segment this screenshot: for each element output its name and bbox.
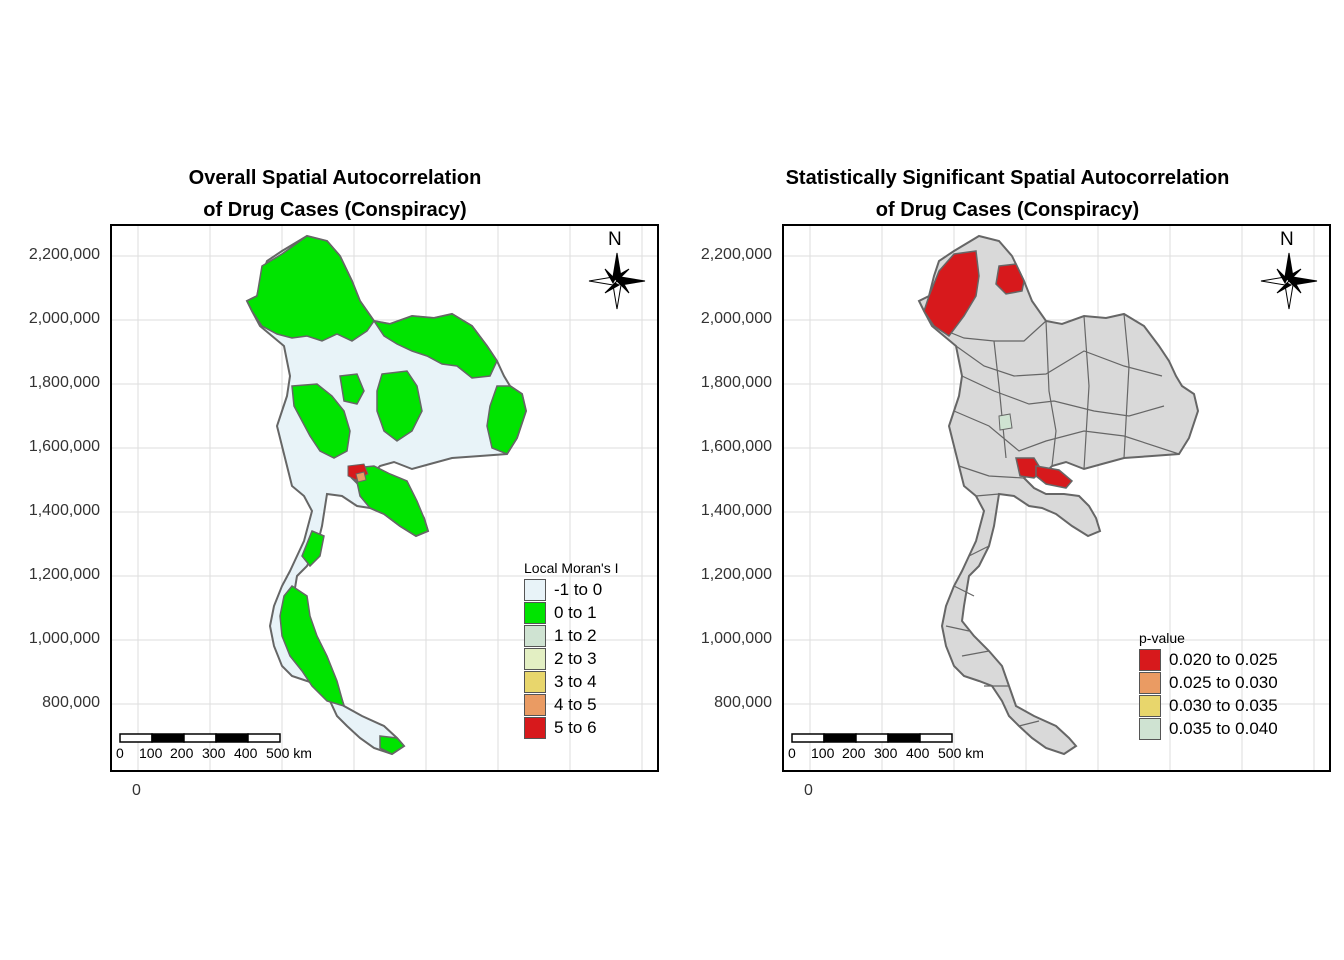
y-tick: 2,000,000: [700, 310, 772, 327]
scale-label: 100: [139, 745, 163, 761]
legend-swatch: [1139, 648, 1161, 671]
significant-regions: [923, 250, 1074, 489]
y-tick: 1,200,000: [700, 566, 772, 583]
legend-item: 4 to 5: [524, 693, 619, 716]
legend-label: 0.035 to 0.040: [1169, 718, 1278, 738]
scale-label: 500 km: [266, 745, 312, 761]
legend-title: p-value: [1139, 630, 1185, 646]
scale-label: 300: [874, 745, 898, 761]
scale-label: 200: [170, 745, 194, 761]
legend-item: -1 to 0: [524, 578, 619, 601]
legend-label: 1 to 2: [554, 625, 597, 645]
legend-swatch: [524, 578, 546, 601]
y-tick: 2,000,000: [28, 310, 100, 327]
legend-item: 0.025 to 0.030: [1139, 671, 1278, 694]
legend-swatch: [524, 601, 546, 624]
scale-label: 500 km: [938, 745, 984, 761]
y-tick: 1,600,000: [28, 438, 100, 455]
legend-label: 0.020 to 0.025: [1169, 649, 1278, 669]
legend-item: 5 to 6: [524, 716, 619, 739]
y-tick: 2,200,000: [28, 246, 100, 263]
left-map: [112, 226, 657, 770]
scale-label: 0: [788, 745, 796, 761]
y-tick: 1,000,000: [28, 630, 100, 647]
y-tick: 1,600,000: [700, 438, 772, 455]
legend-label: 3 to 4: [554, 671, 597, 691]
right-map: [784, 226, 1329, 770]
x-tick: 0: [804, 782, 813, 799]
right-title-line2: of Drug Cases (Conspiracy): [875, 199, 1140, 221]
legend-item: 0 to 1: [524, 601, 619, 624]
legend-item: 0.020 to 0.025: [1139, 648, 1278, 671]
right-legend: p-value 0.020 to 0.025 0.025 to 0.030 0.…: [1139, 630, 1278, 740]
province-borders: [933, 313, 1180, 727]
scale-label: 300: [202, 745, 226, 761]
legend-swatch: [1139, 671, 1161, 694]
scale-label: 400: [906, 745, 930, 761]
y-tick: 1,000,000: [700, 630, 772, 647]
legend-item: 2 to 3: [524, 647, 619, 670]
legend-label: 4 to 5: [554, 694, 597, 714]
north-label: N: [1280, 229, 1294, 250]
legend-item: 0.035 to 0.040: [1139, 717, 1278, 740]
right-title: Statistically Significant Spatial Autoco…: [740, 162, 1275, 226]
y-tick: 1,400,000: [28, 502, 100, 519]
north-label: N: [608, 229, 622, 250]
legend-item: 3 to 4: [524, 670, 619, 693]
left-legend: Local Moran's I -1 to 0 0 to 1 1 to 2 2 …: [524, 560, 619, 739]
legend-label: 0.030 to 0.035: [1169, 695, 1278, 715]
legend-swatch: [1139, 694, 1161, 717]
left-map-frame: N 0 100 200 300 400 500 km Local Moran's…: [110, 224, 659, 772]
right-title-line1: Statistically Significant Spatial Autoco…: [785, 167, 1230, 189]
scale-label: 200: [842, 745, 866, 761]
y-tick: 2,200,000: [700, 246, 772, 263]
scale-bar: [119, 733, 281, 743]
legend-item: 1 to 2: [524, 624, 619, 647]
y-tick: 800,000: [714, 694, 772, 711]
legend-swatch: [524, 670, 546, 693]
north-arrow-icon: [1260, 252, 1318, 310]
hotspot-region: [355, 471, 367, 483]
legend-label: 0 to 1: [554, 602, 597, 622]
scale-label: 0: [116, 745, 124, 761]
thailand-base: [917, 234, 1200, 756]
y-tick: 800,000: [42, 694, 100, 711]
legend-label: 0.025 to 0.030: [1169, 672, 1278, 692]
y-tick: 1,400,000: [700, 502, 772, 519]
scale-label: 400: [234, 745, 258, 761]
legend-label: 2 to 3: [554, 648, 597, 668]
legend-swatch: [524, 624, 546, 647]
y-tick: 1,800,000: [28, 374, 100, 391]
scale-bar: [791, 733, 953, 743]
scale-label: 100: [811, 745, 835, 761]
y-tick: 1,800,000: [700, 374, 772, 391]
x-tick: 0: [132, 782, 141, 799]
north-arrow-icon: [588, 252, 646, 310]
legend-title: Local Moran's I: [524, 560, 619, 576]
legend-label: -1 to 0: [554, 579, 603, 599]
legend-swatch: [524, 647, 546, 670]
light-region: [998, 413, 1013, 431]
right-map-frame: N 0 100 200 300 400 500 km p-value 0.020…: [782, 224, 1331, 772]
left-title: Overall Spatial Autocorrelation of Drug …: [110, 162, 560, 226]
left-title-line1: Overall Spatial Autocorrelation: [188, 167, 482, 189]
green-regions: [245, 235, 527, 755]
legend-swatch: [1139, 717, 1161, 740]
legend-item: 0.030 to 0.035: [1139, 694, 1278, 717]
legend-swatch: [524, 693, 546, 716]
legend-swatch: [524, 716, 546, 739]
legend-label: 5 to 6: [554, 717, 597, 737]
left-title-line2: of Drug Cases (Conspiracy): [203, 199, 467, 221]
y-tick: 1,200,000: [28, 566, 100, 583]
